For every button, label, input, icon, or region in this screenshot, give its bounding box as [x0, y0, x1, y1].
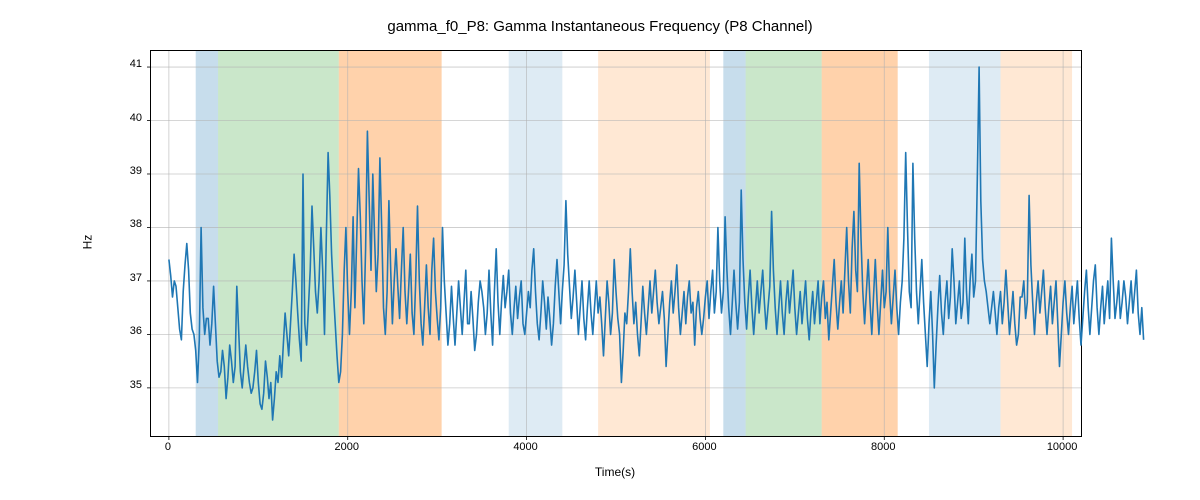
background-band — [598, 51, 710, 436]
y-tick-label: 38 — [130, 218, 142, 230]
plot-svg — [151, 51, 1081, 436]
x-tick-label: 10000 — [1042, 441, 1082, 453]
y-axis-label: Hz — [80, 234, 94, 249]
chart-title: gamma_f0_P8: Gamma Instantaneous Frequen… — [0, 18, 1200, 35]
y-tick-label: 35 — [130, 379, 142, 391]
x-tick-label: 0 — [148, 441, 188, 453]
y-tick-label: 40 — [130, 112, 142, 124]
y-tick-label: 37 — [130, 272, 142, 284]
x-tick-label: 4000 — [506, 441, 546, 453]
y-tick-label: 41 — [130, 58, 142, 70]
background-band — [509, 51, 563, 436]
background-band — [196, 51, 218, 436]
x-axis-label: Time(s) — [150, 465, 1080, 479]
plot-area — [150, 50, 1082, 437]
background-band — [822, 51, 898, 436]
x-tick-label: 8000 — [863, 441, 903, 453]
y-tick-label: 36 — [130, 325, 142, 337]
x-tick-label: 2000 — [327, 441, 367, 453]
background-band — [1001, 51, 1073, 436]
y-tick-label: 39 — [130, 165, 142, 177]
figure: gamma_f0_P8: Gamma Instantaneous Frequen… — [0, 0, 1200, 500]
background-band — [746, 51, 822, 436]
x-tick-label: 6000 — [684, 441, 724, 453]
